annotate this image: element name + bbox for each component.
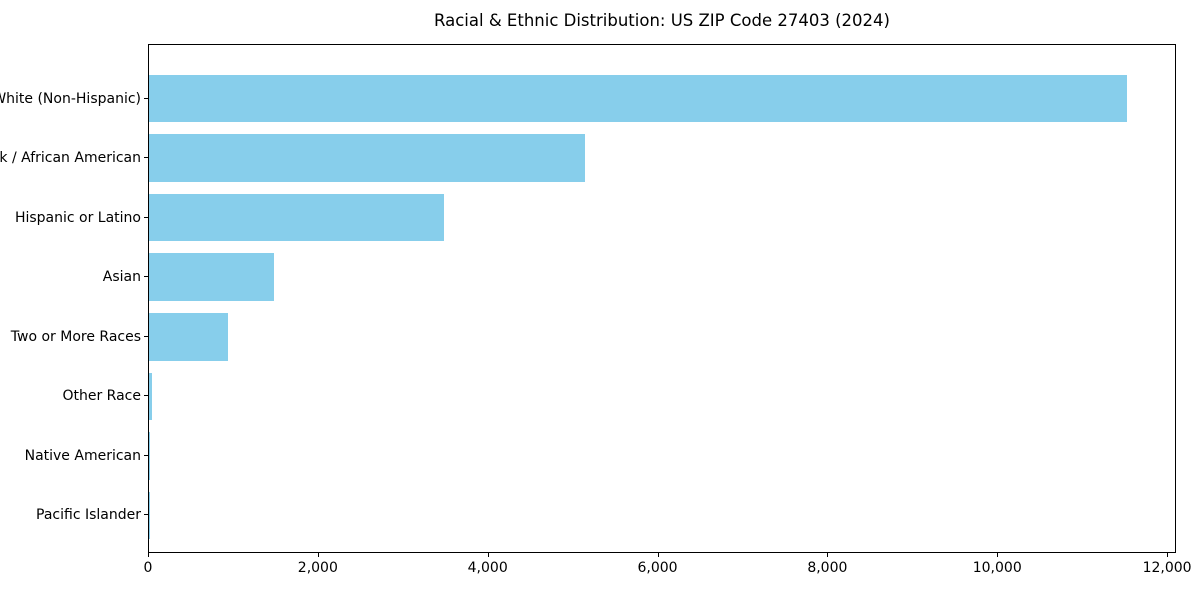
x-axis-tick: [997, 553, 999, 557]
bar: [149, 74, 1128, 123]
bar: [149, 193, 445, 242]
y-axis-tick: [144, 514, 148, 516]
x-axis-label: 12,000: [1142, 560, 1192, 576]
y-axis-label: Black / African American: [0, 150, 141, 167]
x-axis-tick: [1167, 553, 1169, 557]
y-axis-tick: [144, 395, 148, 397]
chart-title: Racial & Ethnic Distribution: US ZIP Cod…: [434, 11, 890, 30]
x-axis-label: 6,000: [637, 560, 678, 576]
x-axis-tick: [657, 553, 659, 557]
x-axis-label: 4,000: [467, 560, 508, 576]
bar: [149, 134, 586, 182]
y-axis-tick: [144, 97, 148, 99]
y-axis-label: Native American: [24, 447, 141, 464]
bar: [149, 372, 152, 421]
x-axis-label: 0: [143, 560, 153, 576]
y-axis-label: Two or More Races: [10, 328, 141, 345]
y-axis-label: Pacific Islander: [36, 507, 141, 524]
bar: [149, 312, 228, 361]
bar: [149, 253, 274, 302]
bar: [149, 432, 151, 480]
y-axis-tick: [144, 216, 148, 218]
x-axis-tick: [317, 553, 319, 557]
y-axis-label: Other Race: [62, 388, 141, 405]
x-axis-label: 2,000: [297, 560, 338, 576]
y-axis-label: Hispanic or Latino: [14, 209, 141, 226]
y-axis-label: White (Non-Hispanic): [0, 90, 141, 107]
x-axis-label: 10,000: [972, 560, 1022, 576]
y-axis-tick: [144, 335, 148, 337]
y-axis-label: Asian: [102, 269, 141, 286]
x-axis-label: 8,000: [807, 560, 848, 576]
x-axis-tick: [148, 553, 149, 557]
y-axis-tick: [144, 276, 148, 278]
y-axis-tick: [144, 157, 148, 159]
plot-area: [148, 44, 1176, 553]
x-axis-tick: [487, 553, 489, 557]
y-axis-tick: [144, 454, 148, 456]
x-axis-tick: [827, 553, 829, 557]
